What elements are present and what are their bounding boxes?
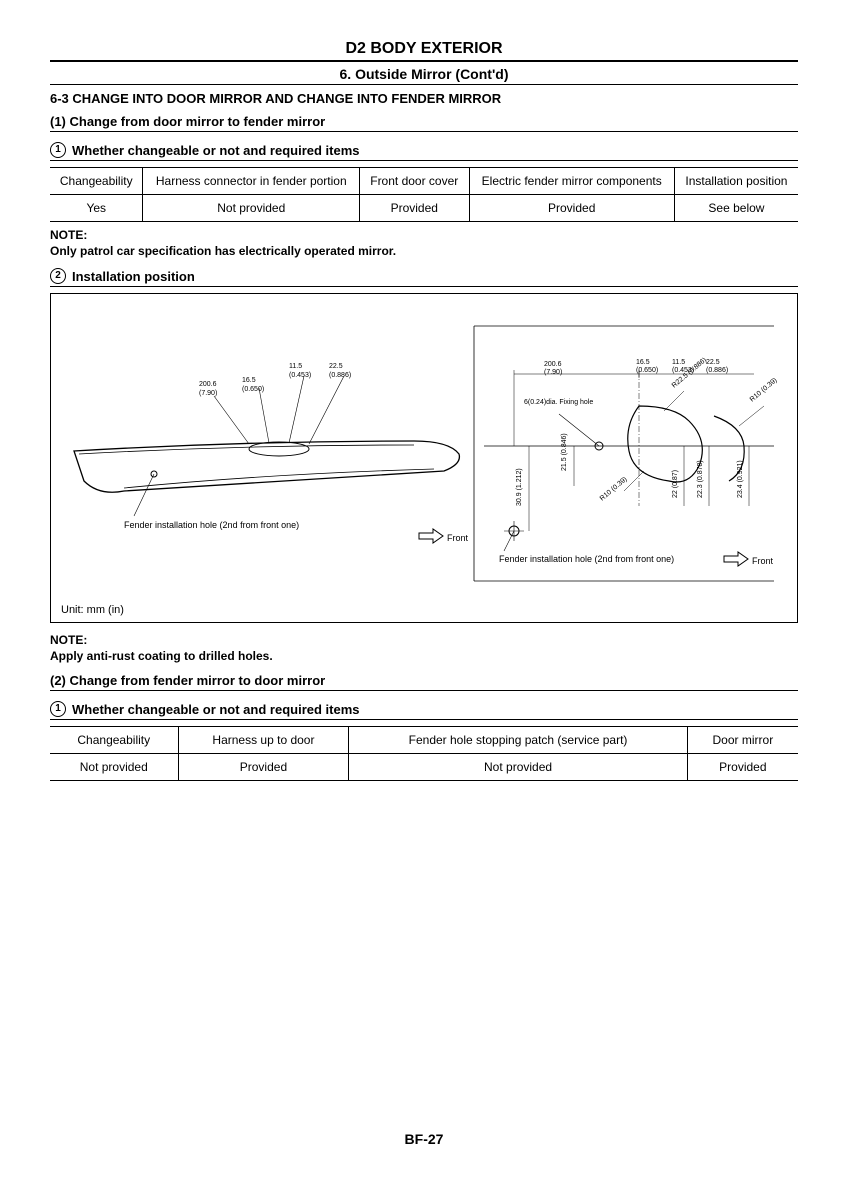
table-row: Changeability Harness up to door Fender … <box>50 727 798 754</box>
circle-2-icon: 2 <box>50 268 66 284</box>
svg-text:(0.886): (0.886) <box>706 367 728 374</box>
svg-text:Fender installation hole (2nd: Fender installation hole (2nd from front… <box>499 554 674 564</box>
svg-text:11.5: 11.5 <box>289 363 302 370</box>
svg-text:21.5 (0.846): 21.5 (0.846) <box>561 433 568 471</box>
part2-item1-heading: 1 Whether changeable or not and required… <box>50 701 798 720</box>
section-6-3-heading: 6-3 CHANGE INTO DOOR MIRROR AND CHANGE I… <box>50 91 798 106</box>
svg-text:Front: Front <box>447 533 469 543</box>
part2-heading: (2) Change from fender mirror to door mi… <box>50 673 798 691</box>
svg-text:200.6: 200.6 <box>544 361 562 368</box>
circle-1-icon: 1 <box>50 142 66 158</box>
svg-text:200.6: 200.6 <box>199 381 217 388</box>
diagram-container: 200.6 (7.90) 16.5 (0.650) 11.5 (0.453) 2… <box>50 293 798 623</box>
svg-text:(7.90): (7.90) <box>199 390 217 397</box>
cell: See below <box>674 195 798 222</box>
svg-text:22 (0.87): 22 (0.87) <box>672 470 679 498</box>
col-header: Door mirror <box>687 727 798 754</box>
cell: Not provided <box>349 754 687 781</box>
svg-text:22.3 (0.878): 22.3 (0.878) <box>697 460 704 498</box>
installation-diagram: 200.6 (7.90) 16.5 (0.650) 11.5 (0.453) 2… <box>63 306 785 586</box>
col-header: Front door cover <box>360 168 469 195</box>
item2-heading: 2 Installation position <box>50 268 798 287</box>
svg-text:6(0.24)dia. Fixing hole: 6(0.24)dia. Fixing hole <box>524 399 593 406</box>
note-label-2: NOTE: <box>50 633 798 647</box>
col-header: Changeability <box>50 727 178 754</box>
item1-heading-text: Whether changeable or not and required i… <box>72 143 360 158</box>
svg-text:16.5: 16.5 <box>242 377 256 384</box>
svg-text:(0.886): (0.886) <box>329 372 351 379</box>
svg-text:(0.650): (0.650) <box>636 367 658 374</box>
cell: Provided <box>687 754 798 781</box>
svg-text:22.5: 22.5 <box>329 363 343 370</box>
svg-text:(0.453): (0.453) <box>289 372 311 379</box>
cell: Provided <box>469 195 674 222</box>
note-label: NOTE: <box>50 228 798 242</box>
part1-heading: (1) Change from door mirror to fender mi… <box>50 114 798 132</box>
part2-item1-heading-text: Whether changeable or not and required i… <box>72 702 360 717</box>
item2-heading-text: Installation position <box>72 269 195 284</box>
svg-text:23.4 (0.921): 23.4 (0.921) <box>737 460 744 498</box>
table-1: Changeability Harness connector in fende… <box>50 167 798 222</box>
svg-text:11.5: 11.5 <box>672 359 685 366</box>
svg-text:30.9 (1.212): 30.9 (1.212) <box>516 468 523 506</box>
circle-1-icon: 1 <box>50 701 66 717</box>
col-header: Electric fender mirror components <box>469 168 674 195</box>
sub-title: 6. Outside Mirror (Cont'd) <box>50 66 798 85</box>
table-2: Changeability Harness up to door Fender … <box>50 726 798 781</box>
cell: Provided <box>360 195 469 222</box>
col-header: Harness up to door <box>178 727 349 754</box>
main-title: D2 BODY EXTERIOR <box>50 40 798 62</box>
svg-text:Fender installation hole (2nd: Fender installation hole (2nd from front… <box>124 520 299 530</box>
col-header: Changeability <box>50 168 143 195</box>
col-header: Harness connector in fender portion <box>143 168 360 195</box>
svg-text:(0.650): (0.650) <box>242 386 264 393</box>
svg-text:22.5: 22.5 <box>706 359 720 366</box>
cell: Yes <box>50 195 143 222</box>
page-number: BF-27 <box>50 1131 798 1147</box>
svg-text:R10 (0.39): R10 (0.39) <box>749 377 779 404</box>
col-header: Fender hole stopping patch (service part… <box>349 727 687 754</box>
table-row: Yes Not provided Provided Provided See b… <box>50 195 798 222</box>
cell: Not provided <box>50 754 178 781</box>
svg-text:R10 (0.39): R10 (0.39) <box>599 476 629 503</box>
cell: Provided <box>178 754 349 781</box>
table-row: Not provided Provided Not provided Provi… <box>50 754 798 781</box>
table-row: Changeability Harness connector in fende… <box>50 168 798 195</box>
item1-heading: 1 Whether changeable or not and required… <box>50 142 798 161</box>
svg-text:Front: Front <box>752 556 774 566</box>
note-text: Only patrol car specification has electr… <box>50 244 798 258</box>
cell: Not provided <box>143 195 360 222</box>
col-header: Installation position <box>674 168 798 195</box>
note-text-2: Apply anti-rust coating to drilled holes… <box>50 649 798 663</box>
svg-text:(7.90): (7.90) <box>544 369 562 376</box>
svg-text:16.5: 16.5 <box>636 359 650 366</box>
unit-text: Unit: mm (in) <box>61 604 124 616</box>
